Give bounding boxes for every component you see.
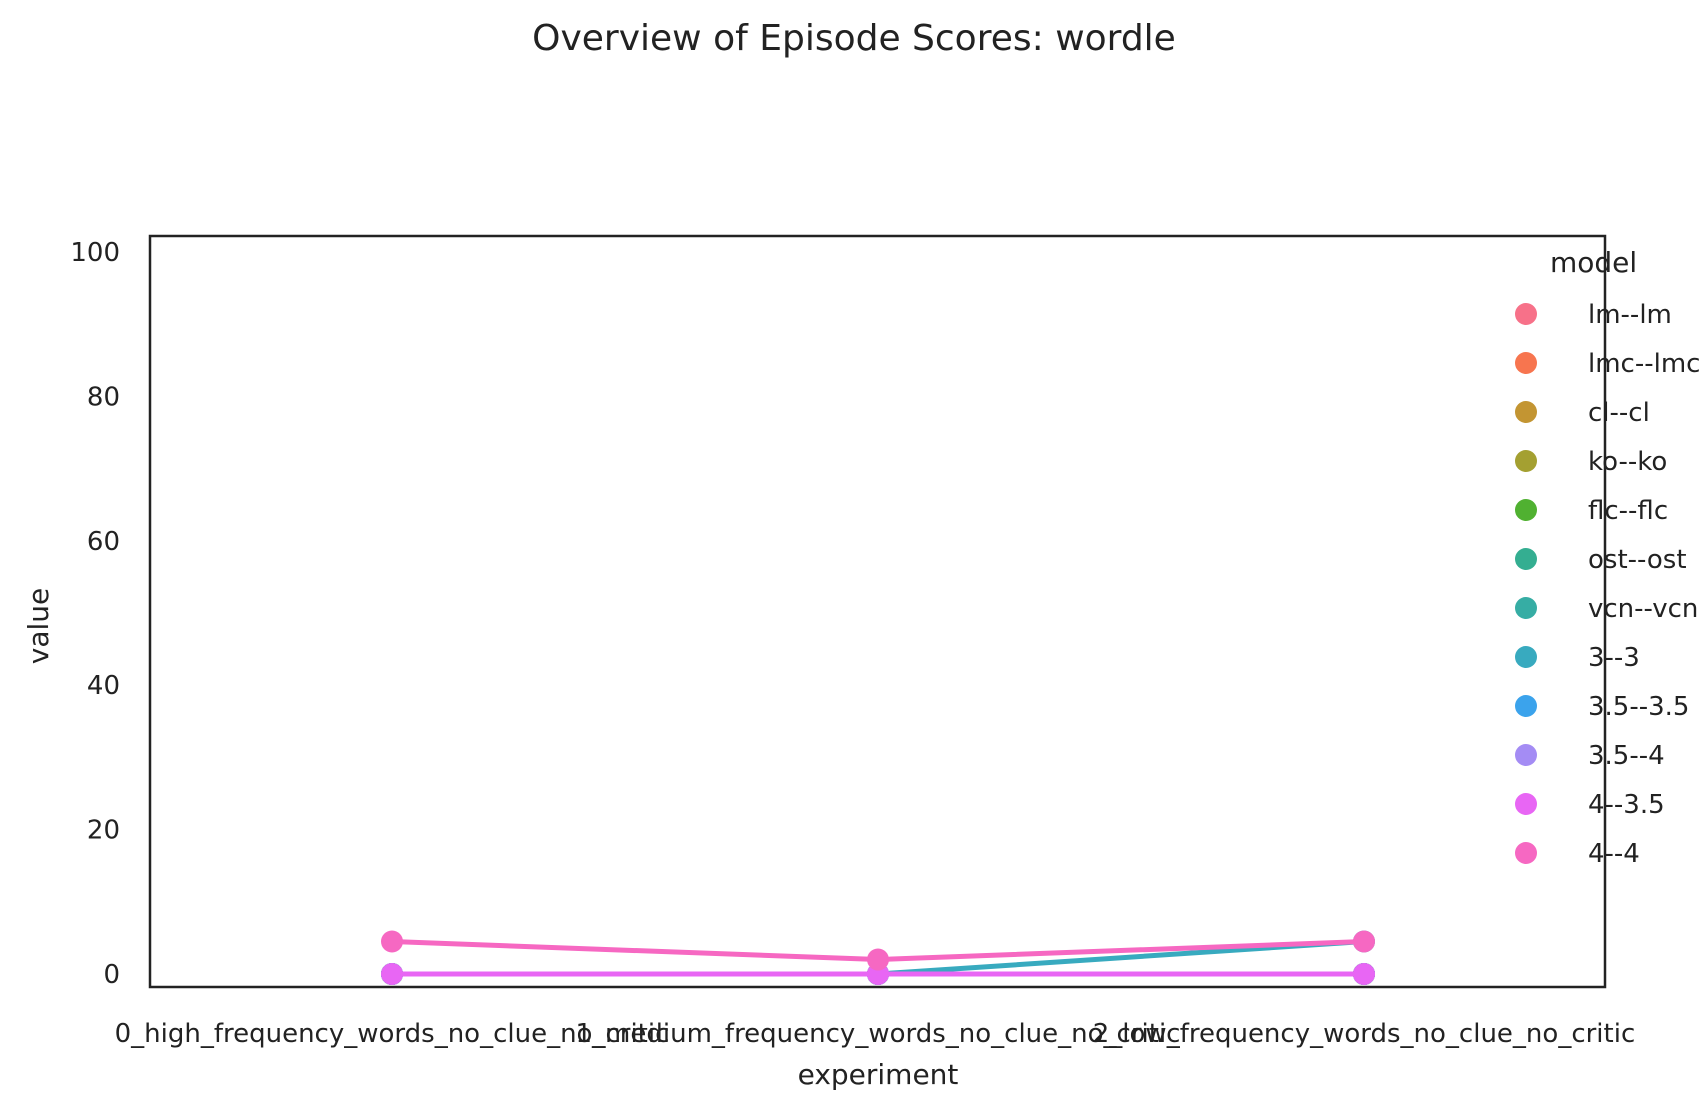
x-tick-label: 1_medium_frequency_words_no_clue_no_crit… bbox=[576, 1019, 1181, 1049]
x-tick-label: 2_low_frequency_words_no_clue_no_critic bbox=[1093, 1019, 1635, 1049]
legend-label: flc--flc bbox=[1588, 496, 1668, 526]
legend-marker bbox=[1515, 597, 1537, 619]
legend-label: 3.5--3.5 bbox=[1588, 692, 1689, 722]
legend-marker bbox=[1515, 695, 1537, 717]
series-layer bbox=[381, 930, 1375, 985]
y-tick-label: 40 bbox=[87, 671, 120, 701]
legend-label: ko--ko bbox=[1588, 447, 1667, 477]
x-axis-ticks: 0_high_frequency_words_no_clue_no_critic… bbox=[115, 1019, 1636, 1049]
legend-marker bbox=[1515, 793, 1537, 815]
legend-label: ost--ost bbox=[1588, 545, 1687, 575]
x-tick-label: 0_high_frequency_words_no_clue_no_critic bbox=[115, 1019, 670, 1049]
legend-marker bbox=[1515, 548, 1537, 570]
y-tick-label: 60 bbox=[87, 527, 120, 557]
legend-title: model bbox=[1550, 246, 1637, 279]
legend-label: lm--lm bbox=[1588, 300, 1672, 330]
legend-label: 3--3 bbox=[1588, 643, 1640, 673]
series-4--4 bbox=[381, 930, 1375, 971]
legend-marker bbox=[1515, 499, 1537, 521]
y-axis-ticks: 0 20 40 60 80 100 bbox=[70, 238, 120, 990]
legend-marker bbox=[1515, 303, 1537, 325]
y-axis-label: value bbox=[22, 588, 55, 664]
legend-marker bbox=[1515, 450, 1537, 472]
data-point bbox=[1353, 930, 1375, 953]
legend-label: lmc--lmc bbox=[1588, 349, 1700, 379]
y-tick-label: 20 bbox=[87, 816, 120, 846]
legend-marker bbox=[1515, 401, 1537, 423]
legend-marker bbox=[1515, 646, 1537, 668]
legend-label: 4--3.5 bbox=[1588, 790, 1665, 820]
x-axis-label: experiment bbox=[798, 1058, 959, 1091]
plot-frame bbox=[148, 234, 1607, 989]
data-point bbox=[381, 963, 403, 985]
data-point bbox=[381, 930, 403, 953]
legend-label: vcn--vcn bbox=[1588, 594, 1698, 624]
y-tick-label: 100 bbox=[70, 238, 120, 268]
y-tick-label: 80 bbox=[87, 382, 120, 412]
data-point bbox=[867, 948, 889, 971]
legend-marker bbox=[1515, 744, 1537, 766]
legend-marker bbox=[1515, 352, 1537, 374]
legend: model lm--lm lmc--lmc cl--cl ko--ko flc--flc… bbox=[1515, 246, 1700, 869]
y-tick-label: 0 bbox=[103, 960, 120, 990]
legend-label: cl--cl bbox=[1588, 398, 1650, 428]
legend-marker bbox=[1515, 842, 1537, 864]
legend-label: 4--4 bbox=[1588, 839, 1640, 869]
chart-title: Overview of Episode Scores: wordle bbox=[532, 18, 1176, 59]
data-point bbox=[1353, 963, 1375, 985]
legend-label: 3.5--4 bbox=[1588, 741, 1665, 771]
